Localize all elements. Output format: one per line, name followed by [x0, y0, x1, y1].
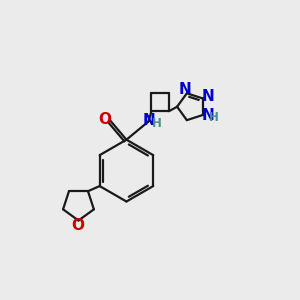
- Text: H: H: [209, 111, 219, 124]
- Text: N: N: [143, 113, 155, 128]
- Text: N: N: [179, 82, 192, 97]
- Text: O: O: [98, 112, 112, 127]
- Text: O: O: [71, 218, 84, 233]
- Text: N: N: [202, 107, 214, 122]
- Text: N: N: [202, 88, 214, 104]
- Text: H: H: [152, 117, 162, 130]
